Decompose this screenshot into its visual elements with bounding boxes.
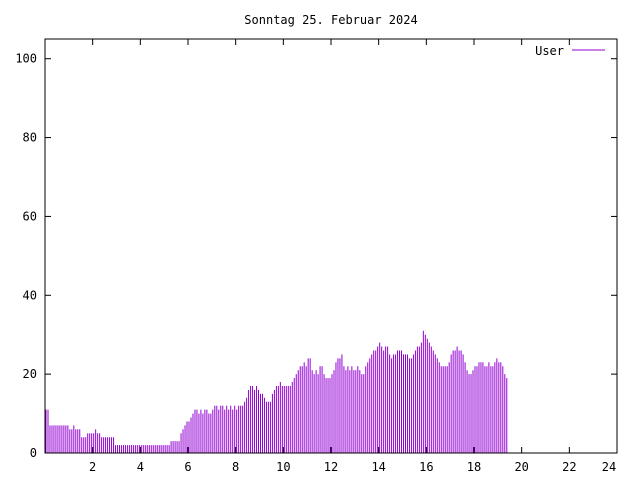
x-tick-label: 24	[602, 460, 616, 474]
x-tick-label: 14	[371, 460, 385, 474]
y-tick-label: 0	[30, 446, 37, 460]
y-tick-label: 100	[15, 52, 37, 66]
legend: User	[535, 44, 605, 58]
x-tick-label: 10	[276, 460, 290, 474]
bar-series-user	[45, 330, 508, 453]
plot-frame	[44, 38, 618, 454]
x-tick-label: 16	[419, 460, 433, 474]
chart-title: Sonntag 25. Februar 2024	[244, 13, 417, 27]
x-tick-label: 6	[184, 460, 191, 474]
x-tick-label: 12	[324, 460, 338, 474]
x-tick-label: 18	[467, 460, 481, 474]
y-tick-label: 80	[23, 131, 37, 145]
x-tick-label: 20	[514, 460, 528, 474]
legend-label: User	[535, 44, 564, 58]
x-tick-label: 22	[562, 460, 576, 474]
y-tick-label: 40	[23, 288, 37, 302]
x-tick-label: 8	[232, 460, 239, 474]
y-tick-label: 60	[23, 209, 37, 223]
x-tick-label: 4	[137, 460, 144, 474]
x-tick-label: 2	[89, 460, 96, 474]
y-tick-label: 20	[23, 367, 37, 381]
